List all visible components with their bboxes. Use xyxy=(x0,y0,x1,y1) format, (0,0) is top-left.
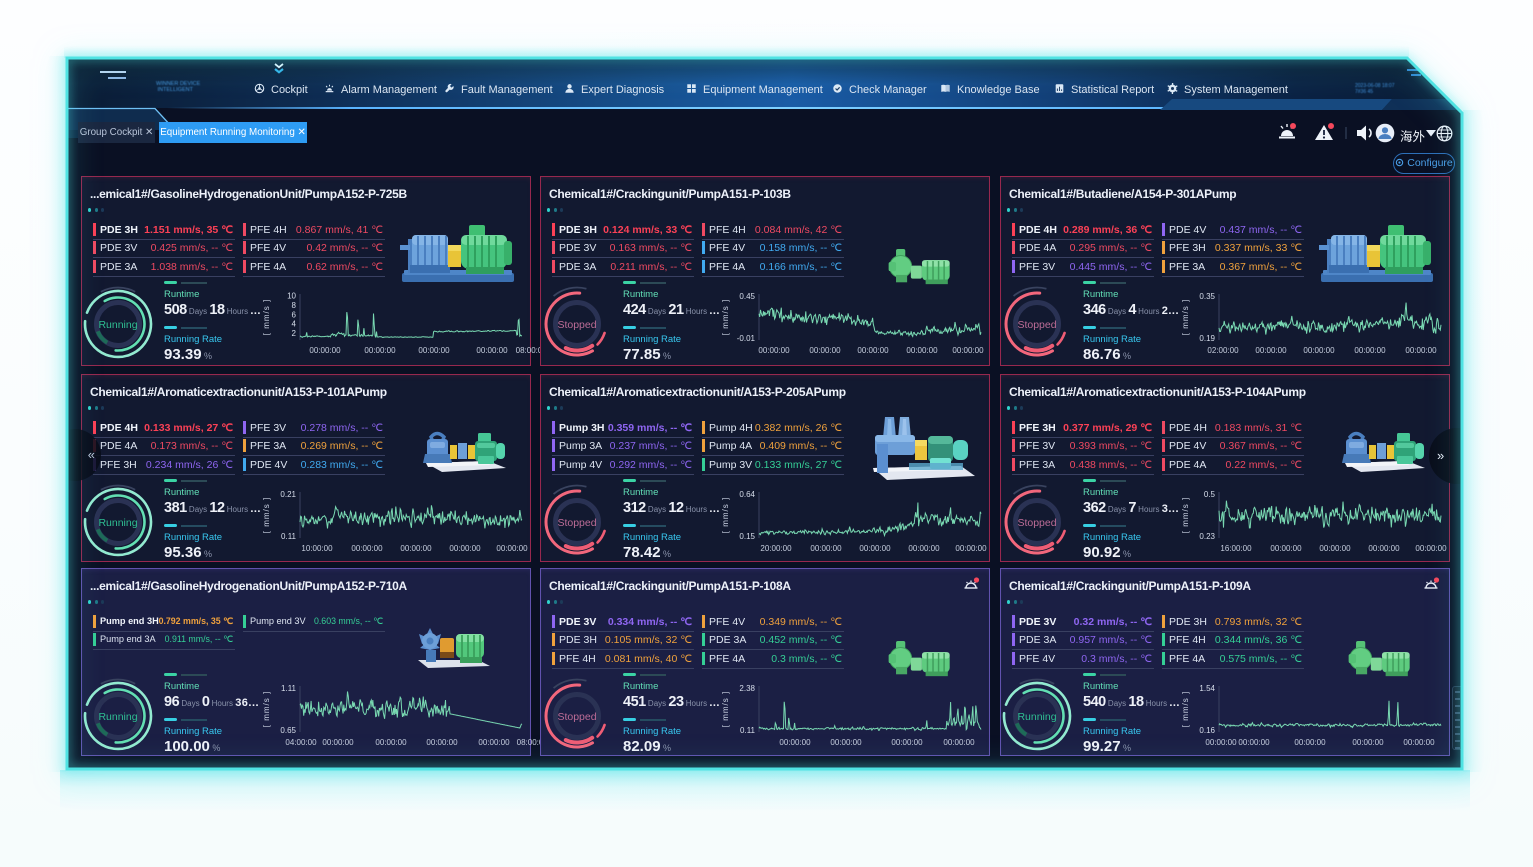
svg-text:00:00:00: 00:00:00 xyxy=(857,346,889,355)
svg-text:Stopped: Stopped xyxy=(557,711,596,723)
svg-text:Running: Running xyxy=(98,711,137,723)
svg-text:Running: Running xyxy=(1017,711,1056,723)
svg-text:0.5: 0.5 xyxy=(1204,490,1216,499)
svg-text:00:00:00: 00:00:00 xyxy=(426,738,458,747)
svg-text:[ mm/s ]: [ mm/s ] xyxy=(262,691,271,727)
svg-text:0.64: 0.64 xyxy=(739,490,755,499)
svg-text:0.65: 0.65 xyxy=(280,726,296,735)
svg-text:0.23: 0.23 xyxy=(1199,532,1215,541)
svg-text:00:00:00: 00:00:00 xyxy=(1270,544,1302,553)
svg-text:00:00:00: 00:00:00 xyxy=(476,346,508,355)
svg-text:00:00:00: 00:00:00 xyxy=(809,346,841,355)
svg-text:00:00:00: 00:00:00 xyxy=(418,346,450,355)
svg-text:0.11: 0.11 xyxy=(281,532,297,541)
svg-text:0.11: 0.11 xyxy=(740,726,756,735)
svg-text:00:00:00: 00:00:00 xyxy=(908,544,940,553)
svg-text:2.38: 2.38 xyxy=(739,684,755,693)
svg-text:00:00:00: 00:00:00 xyxy=(1255,346,1287,355)
svg-text:-0.01: -0.01 xyxy=(737,334,756,343)
svg-text:0.16: 0.16 xyxy=(1199,726,1215,735)
svg-text:00:00:00: 00:00:00 xyxy=(830,738,862,747)
svg-text:0.15: 0.15 xyxy=(739,532,755,541)
svg-text:00:00:00: 00:00:00 xyxy=(1319,544,1351,553)
svg-text:00:00:00: 00:00:00 xyxy=(779,738,811,747)
svg-text:00:00:00: 00:00:00 xyxy=(375,738,407,747)
svg-text:00:00:00: 00:00:00 xyxy=(810,544,842,553)
svg-text:00:00:00: 00:00:00 xyxy=(1368,544,1400,553)
svg-text:00:00:00: 00:00:00 xyxy=(891,738,923,747)
svg-text:00:00:00: 00:00:00 xyxy=(1294,738,1326,747)
svg-text:00:00:00: 00:00:00 xyxy=(364,346,396,355)
svg-text:00:00:00: 00:00:00 xyxy=(322,738,354,747)
svg-text:00:00:00: 00:00:00 xyxy=(943,738,975,747)
svg-text:00:00:00: 00:00:00 xyxy=(1403,738,1435,747)
svg-text:0.21: 0.21 xyxy=(280,490,296,499)
svg-text:[ mm/s ]: [ mm/s ] xyxy=(262,299,271,335)
svg-text:Running: Running xyxy=(98,319,137,331)
svg-text:00:00:00: 00:00:00 xyxy=(1354,346,1386,355)
svg-text:6: 6 xyxy=(292,310,297,319)
svg-text:00:00:00: 00:00:00 xyxy=(309,346,341,355)
svg-text:[ mm/s ]: [ mm/s ] xyxy=(721,691,730,727)
svg-text:2: 2 xyxy=(292,329,297,338)
svg-text:20:00:00: 20:00:00 xyxy=(760,544,792,553)
svg-text:00:00:00: 00:00:00 xyxy=(1405,346,1437,355)
svg-text:00:00:00: 00:00:00 xyxy=(1303,346,1335,355)
svg-text:00:00:00: 00:00:00 xyxy=(1238,738,1270,747)
svg-text:Stopped: Stopped xyxy=(1017,517,1056,529)
svg-text:00:00:00: 00:00:00 xyxy=(906,346,938,355)
svg-text:[ mm/s ]: [ mm/s ] xyxy=(1181,691,1190,727)
svg-text:0.35: 0.35 xyxy=(1199,292,1215,301)
svg-text:1.54: 1.54 xyxy=(1199,684,1215,693)
svg-text:00:00:00: 00:00:00 xyxy=(351,544,383,553)
svg-text:00:00:00: 00:00:00 xyxy=(496,544,528,553)
svg-text:10: 10 xyxy=(287,292,296,301)
svg-text:0.45: 0.45 xyxy=(739,292,755,301)
svg-text:[ mm/s ]: [ mm/s ] xyxy=(1181,299,1190,335)
svg-text:00:00:00: 00:00:00 xyxy=(1352,738,1384,747)
svg-text:00:00:00: 00:00:00 xyxy=(758,346,790,355)
svg-text:16:00:00: 16:00:00 xyxy=(1220,544,1252,553)
svg-text:10:00:00: 10:00:00 xyxy=(301,544,333,553)
svg-text:04:00:00: 04:00:00 xyxy=(285,738,317,747)
svg-text:[ mm/s ]: [ mm/s ] xyxy=(721,299,730,335)
svg-text:00:00:00: 00:00:00 xyxy=(1415,544,1447,553)
svg-text:02:00:00: 02:00:00 xyxy=(1207,346,1239,355)
svg-text:Stopped: Stopped xyxy=(557,517,596,529)
svg-text:[ mm/s ]: [ mm/s ] xyxy=(262,497,271,533)
svg-text:0.19: 0.19 xyxy=(1199,334,1215,343)
svg-text:[ mm/s ]: [ mm/s ] xyxy=(721,497,730,533)
svg-text:00:00:00: 00:00:00 xyxy=(400,544,432,553)
svg-text:00:00:00: 00:00:00 xyxy=(478,738,510,747)
svg-text:00:00:00: 00:00:00 xyxy=(1205,738,1237,747)
svg-text:Stopped: Stopped xyxy=(1017,319,1056,331)
svg-text:8: 8 xyxy=(292,301,297,310)
svg-text:00:00:00: 00:00:00 xyxy=(859,544,891,553)
svg-text:00:00:00: 00:00:00 xyxy=(952,346,984,355)
svg-text:1.11: 1.11 xyxy=(281,684,297,693)
svg-text:00:00:00: 00:00:00 xyxy=(449,544,481,553)
svg-text:Stopped: Stopped xyxy=(557,319,596,331)
svg-text:4: 4 xyxy=(292,320,297,329)
svg-text:00:00:00: 00:00:00 xyxy=(955,544,987,553)
svg-text:Running: Running xyxy=(98,517,137,529)
svg-text:[ mm/s ]: [ mm/s ] xyxy=(1181,497,1190,533)
